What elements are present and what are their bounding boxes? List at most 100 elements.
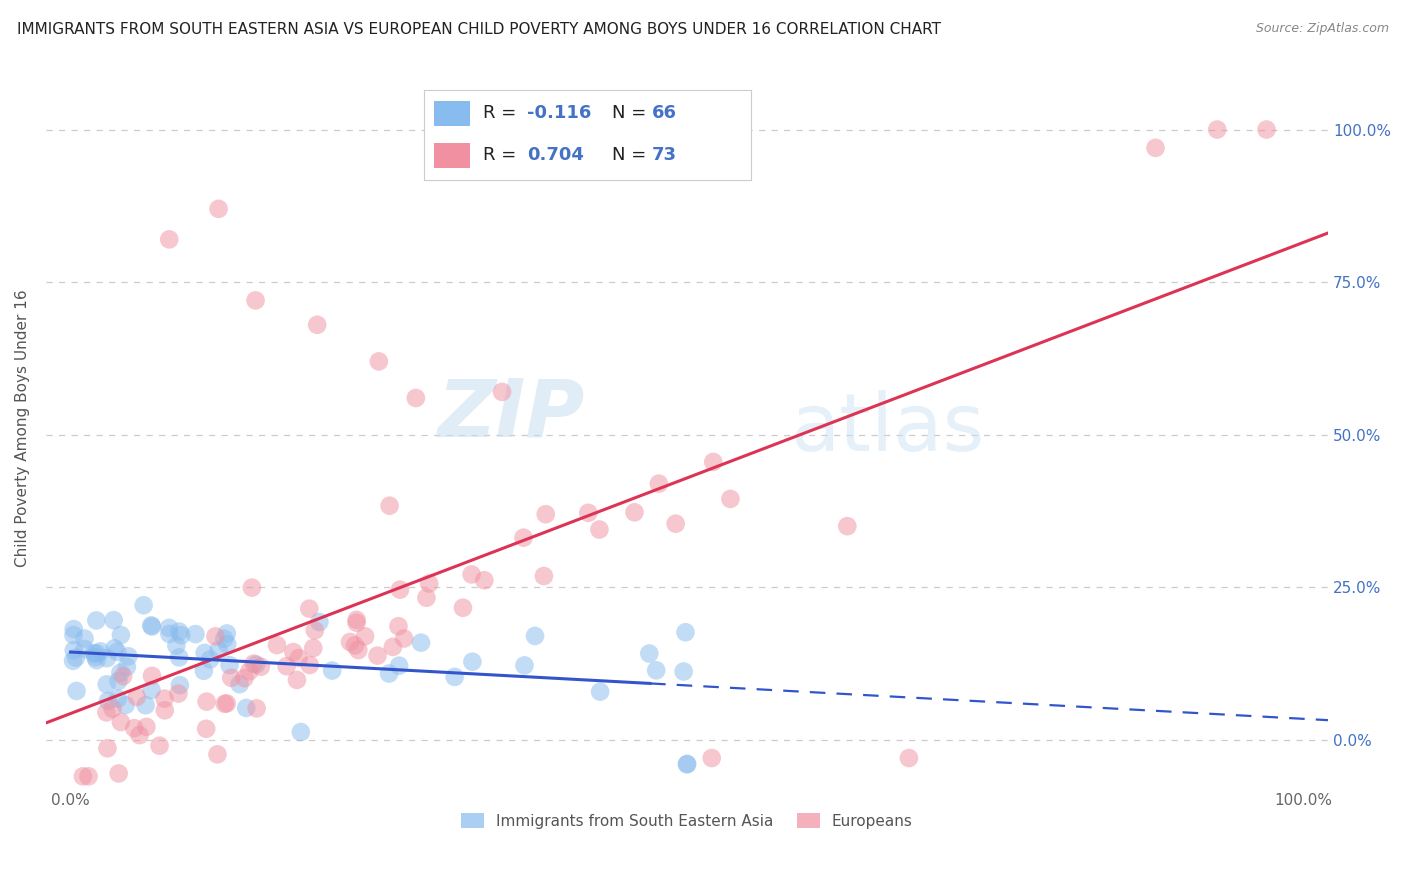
Point	[290, 725, 312, 739]
Point	[576, 506, 599, 520]
Point	[165, 639, 187, 653]
Point	[228, 677, 250, 691]
Point	[443, 670, 465, 684]
Point	[214, 632, 236, 646]
Point	[73, 632, 96, 646]
Text: Source: ZipAtlas.com: Source: ZipAtlas.com	[1256, 22, 1389, 36]
Point	[148, 739, 170, 753]
Point	[217, 637, 239, 651]
Point	[246, 701, 269, 715]
Point	[101, 702, 124, 716]
Point	[184, 627, 207, 641]
Point	[897, 751, 920, 765]
Point	[304, 624, 326, 638]
Point	[141, 683, 163, 698]
Point	[97, 694, 120, 708]
Point	[451, 600, 474, 615]
Y-axis label: Child Poverty Among Boys Under 16: Child Poverty Among Boys Under 16	[15, 290, 30, 567]
Point	[96, 651, 118, 665]
Point	[381, 640, 404, 654]
Point	[96, 706, 118, 720]
Point	[112, 669, 135, 683]
Text: ZIP: ZIP	[437, 376, 585, 453]
Point	[461, 655, 484, 669]
Point	[153, 691, 176, 706]
Point	[588, 523, 610, 537]
Point	[208, 643, 231, 657]
Point	[157, 232, 180, 246]
Point	[589, 684, 612, 698]
Point	[367, 354, 389, 368]
Point	[378, 499, 401, 513]
Point	[117, 649, 139, 664]
Point	[215, 626, 238, 640]
Point	[837, 519, 859, 533]
Point	[193, 664, 215, 678]
Point	[298, 658, 321, 673]
Point	[242, 657, 264, 671]
Point	[513, 658, 536, 673]
Point	[388, 658, 411, 673]
Point	[195, 722, 218, 736]
Point	[346, 615, 368, 630]
Point	[378, 666, 401, 681]
Point	[298, 601, 321, 615]
Point	[114, 698, 136, 712]
Point	[276, 659, 298, 673]
Point	[1206, 122, 1229, 136]
Point	[648, 476, 671, 491]
Point	[65, 650, 87, 665]
Point	[72, 769, 94, 783]
Point	[354, 629, 377, 643]
Point	[700, 751, 723, 765]
Point	[1144, 141, 1167, 155]
Point	[157, 621, 180, 635]
Point	[107, 691, 129, 706]
Legend: Immigrants from South Eastern Asia, Europeans: Immigrants from South Eastern Asia, Euro…	[456, 807, 920, 835]
Point	[110, 714, 132, 729]
Point	[283, 645, 305, 659]
Point	[218, 658, 240, 673]
Point	[307, 318, 329, 332]
Point	[235, 701, 257, 715]
Point	[240, 581, 263, 595]
Text: IMMIGRANTS FROM SOUTH EASTERN ASIA VS EUROPEAN CHILD POVERTY AMONG BOYS UNDER 16: IMMIGRANTS FROM SOUTH EASTERN ASIA VS EU…	[17, 22, 941, 37]
Point	[388, 582, 411, 597]
Point	[245, 293, 267, 308]
Point	[96, 741, 118, 756]
Point	[344, 639, 367, 653]
Point	[675, 625, 697, 640]
Point	[287, 651, 309, 665]
Point	[77, 769, 100, 783]
Point	[339, 635, 361, 649]
Point	[104, 641, 127, 656]
Point	[103, 613, 125, 627]
Point	[107, 766, 129, 780]
Point	[73, 641, 96, 656]
Point	[672, 665, 695, 679]
Point	[110, 628, 132, 642]
Point	[167, 624, 190, 639]
Point	[238, 665, 260, 679]
Point	[534, 507, 557, 521]
Point	[415, 591, 437, 605]
Point	[366, 648, 388, 663]
Point	[96, 677, 118, 691]
Point	[62, 643, 84, 657]
Point	[250, 659, 273, 673]
Point	[215, 697, 238, 711]
Point	[347, 643, 370, 657]
Point	[86, 614, 108, 628]
Point	[110, 665, 132, 680]
Point	[170, 628, 193, 642]
Point	[89, 644, 111, 658]
Point	[491, 384, 513, 399]
Point	[219, 671, 242, 685]
Point	[65, 684, 87, 698]
Point	[321, 664, 343, 678]
Point	[285, 673, 308, 687]
Point	[245, 657, 267, 672]
Point	[392, 632, 415, 646]
Point	[207, 747, 229, 762]
Point	[524, 629, 547, 643]
